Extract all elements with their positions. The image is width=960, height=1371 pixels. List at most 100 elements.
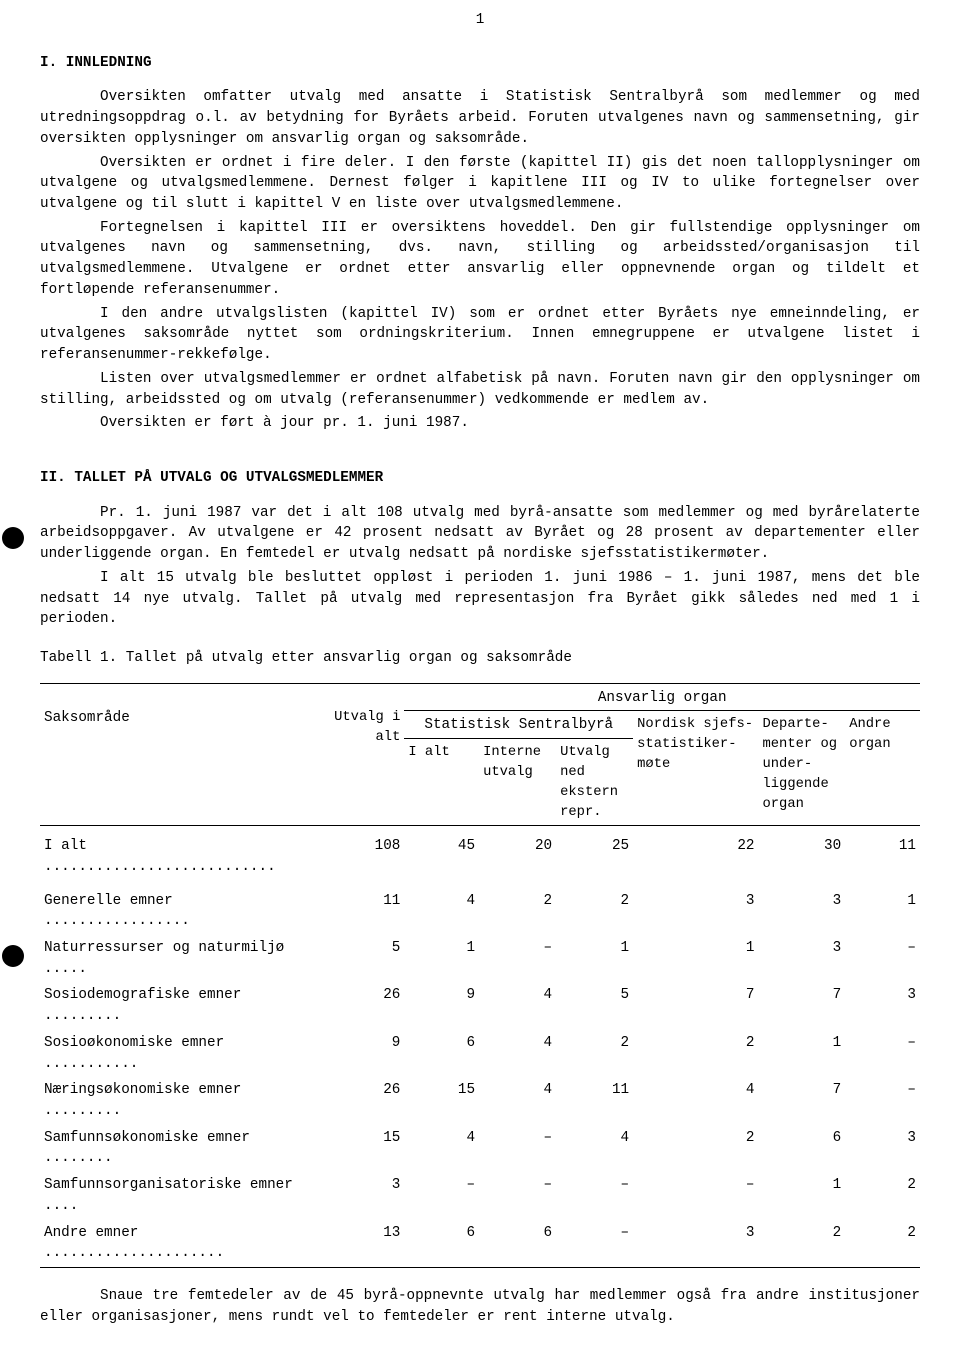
cell-value: 6 bbox=[479, 1220, 556, 1268]
col-header: Nordisk sjefs- statistiker- møte bbox=[637, 717, 753, 772]
cell-value: 25 bbox=[556, 826, 633, 887]
cell-value: 2 bbox=[759, 1220, 846, 1268]
cell-value: 11 bbox=[556, 1077, 633, 1124]
cell-value: – bbox=[845, 1077, 920, 1124]
cell-value: 9 bbox=[330, 1030, 405, 1077]
cell-value: 3 bbox=[759, 935, 846, 982]
cell-value: 6 bbox=[404, 1030, 479, 1077]
cell-value: 30 bbox=[759, 826, 846, 887]
cell-value: 9 bbox=[404, 982, 479, 1029]
section-2-heading: II. TALLET PÅ UTVALG OG UTVALGSMEDLEMMER bbox=[40, 468, 920, 489]
cell-value: 6 bbox=[404, 1220, 479, 1268]
col-header: Utvalg i alt bbox=[334, 710, 400, 745]
cell-value: 1 bbox=[845, 888, 920, 935]
col-group-header: Ansvarlig organ bbox=[598, 690, 727, 706]
cell-value: – bbox=[479, 1125, 556, 1172]
table-row: Samfunnsøkonomiske emner ........154–426… bbox=[40, 1125, 920, 1172]
cell-value: 15 bbox=[330, 1125, 405, 1172]
cell-value: – bbox=[845, 935, 920, 982]
row-label: Samfunnsorganisatoriske emner .... bbox=[40, 1172, 330, 1219]
table-caption: Tabell 1. Tallet på utvalg etter ansvarl… bbox=[40, 648, 920, 669]
row-label: Sosiodemografiske emner ......... bbox=[40, 982, 330, 1029]
cell-value: 20 bbox=[479, 826, 556, 887]
body-paragraph: Fortegnelsen i kapittel III er oversikte… bbox=[40, 218, 920, 301]
cell-value: 45 bbox=[404, 826, 479, 887]
row-label: Samfunnsøkonomiske emner ........ bbox=[40, 1125, 330, 1172]
cell-value: 2 bbox=[633, 1030, 758, 1077]
body-paragraph: Oversikten omfatter utvalg med ansatte i… bbox=[40, 87, 920, 149]
data-table: Saksområde Utvalg i alt Ansvarlig organ … bbox=[40, 683, 920, 1268]
cell-value: 7 bbox=[633, 982, 758, 1029]
cell-value: 3 bbox=[759, 888, 846, 935]
body-paragraph: I den andre utvalgslisten (kapittel IV) … bbox=[40, 304, 920, 366]
cell-value: – bbox=[404, 1172, 479, 1219]
document-page: 1 I. INNLEDNING Oversikten omfatter utva… bbox=[0, 0, 960, 1371]
cell-value: 7 bbox=[759, 982, 846, 1029]
body-paragraph: Pr. 1. juni 1987 var det i alt 108 utval… bbox=[40, 503, 920, 565]
cell-value: – bbox=[479, 935, 556, 982]
table-row: Sosiodemografiske emner .........2694577… bbox=[40, 982, 920, 1029]
cell-value: 5 bbox=[556, 982, 633, 1029]
cell-value: 1 bbox=[556, 935, 633, 982]
cell-value: 15 bbox=[404, 1077, 479, 1124]
punch-hole-icon bbox=[2, 527, 24, 549]
cell-value: 3 bbox=[633, 1220, 758, 1268]
body-paragraph: Snaue tre femtedeler av de 45 byrå-oppne… bbox=[40, 1286, 920, 1327]
table-row: Naturressurser og naturmiljø .....51–113… bbox=[40, 935, 920, 982]
cell-value: 6 bbox=[759, 1125, 846, 1172]
table-row: Andre emner .....................1366–32… bbox=[40, 1220, 920, 1268]
row-label: Næringsøkonomiske emner ......... bbox=[40, 1077, 330, 1124]
cell-value: 4 bbox=[633, 1077, 758, 1124]
table-row: Generelle emner .................1142233… bbox=[40, 888, 920, 935]
row-label: Naturressurser og naturmiljø ..... bbox=[40, 935, 330, 982]
cell-value: 4 bbox=[556, 1125, 633, 1172]
cell-value: 2 bbox=[556, 1030, 633, 1077]
section-1-heading: I. INNLEDNING bbox=[40, 53, 920, 74]
body-paragraph: I alt 15 utvalg ble besluttet oppløst i … bbox=[40, 568, 920, 630]
cell-value: 108 bbox=[330, 826, 405, 887]
table-row: Sosioøkonomiske emner ...........964221– bbox=[40, 1030, 920, 1077]
cell-value: 26 bbox=[330, 982, 405, 1029]
body-paragraph: Oversikten er ført à jour pr. 1. juni 19… bbox=[40, 413, 920, 434]
cell-value: 4 bbox=[404, 888, 479, 935]
cell-value: 4 bbox=[479, 1077, 556, 1124]
cell-value: 3 bbox=[845, 982, 920, 1029]
col-header: Utvalg ned ekstern repr. bbox=[560, 745, 618, 820]
col-header: Interne utvalg bbox=[483, 745, 541, 780]
cell-value: 26 bbox=[330, 1077, 405, 1124]
cell-value: 11 bbox=[330, 888, 405, 935]
cell-value: 7 bbox=[759, 1077, 846, 1124]
cell-value: 3 bbox=[845, 1125, 920, 1172]
cell-value: 2 bbox=[845, 1220, 920, 1268]
body-paragraph: Oversikten er ordnet i fire deler. I den… bbox=[40, 153, 920, 215]
col-group-header: Statistisk Sentralbyrå bbox=[424, 717, 613, 733]
cell-value: 11 bbox=[845, 826, 920, 887]
col-header: Saksområde bbox=[44, 710, 130, 726]
body-paragraph: Listen over utvalgsmedlemmer er ordnet a… bbox=[40, 369, 920, 410]
page-number: 1 bbox=[40, 10, 920, 31]
row-label: Andre emner ..................... bbox=[40, 1220, 330, 1268]
cell-value: – bbox=[556, 1220, 633, 1268]
col-header: I alt bbox=[408, 745, 449, 760]
table-row: Næringsøkonomiske emner .........2615411… bbox=[40, 1077, 920, 1124]
cell-value: 1 bbox=[404, 935, 479, 982]
punch-hole-icon bbox=[2, 945, 24, 967]
row-label: Sosioøkonomiske emner ........... bbox=[40, 1030, 330, 1077]
cell-value: 1 bbox=[759, 1030, 846, 1077]
table-row: I alt ...........................1084520… bbox=[40, 826, 920, 887]
cell-value: 2 bbox=[479, 888, 556, 935]
cell-value: 4 bbox=[479, 1030, 556, 1077]
cell-value: – bbox=[556, 1172, 633, 1219]
cell-value: 3 bbox=[330, 1172, 405, 1219]
cell-value: 4 bbox=[404, 1125, 479, 1172]
cell-value: 1 bbox=[633, 935, 758, 982]
col-header: Andre organ bbox=[849, 717, 890, 752]
cell-value: – bbox=[633, 1172, 758, 1219]
cell-value: 5 bbox=[330, 935, 405, 982]
cell-value: 1 bbox=[759, 1172, 846, 1219]
cell-value: 2 bbox=[556, 888, 633, 935]
cell-value: 13 bbox=[330, 1220, 405, 1268]
row-label: Generelle emner ................. bbox=[40, 888, 330, 935]
cell-value: 3 bbox=[633, 888, 758, 935]
col-header: Departe- menter og under- liggende organ bbox=[763, 717, 838, 812]
